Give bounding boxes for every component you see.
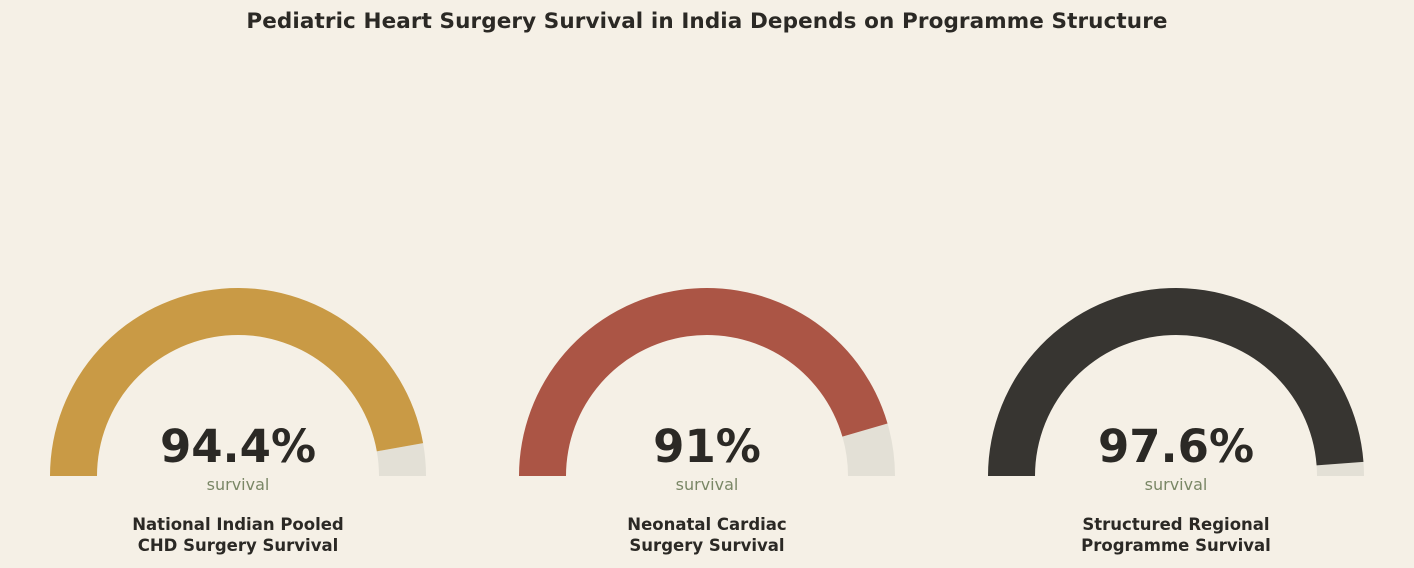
gauge-track [842,423,895,476]
chart-title: Pediatric Heart Surgery Survival in Indi… [246,9,1168,34]
gauge-category-label: CHD Surgery Survival [138,536,339,555]
gauge-value-label: 91% [653,420,761,473]
gauge-track [1316,461,1364,476]
gauge-value-arc [519,287,888,476]
gauge-track [376,443,426,476]
gauge-category-label: Neonatal Cardiac [627,515,786,534]
gauge-category-label: Structured Regional [1082,515,1269,534]
gauge-value-label: 97.6% [1098,420,1254,473]
gauge-value-label: 94.4% [160,420,316,473]
gauge-value-arc [50,288,424,476]
gauge-unit-label: survival [676,475,739,494]
gauge-unit-label: survival [207,475,270,494]
gauge-value-arc [988,288,1364,476]
gauge-category-label: Programme Survival [1081,536,1271,555]
gauge-unit-label: survival [1145,475,1208,494]
gauge-category-label: Surgery Survival [629,536,784,555]
gauge-category-label: National Indian Pooled [132,515,344,534]
